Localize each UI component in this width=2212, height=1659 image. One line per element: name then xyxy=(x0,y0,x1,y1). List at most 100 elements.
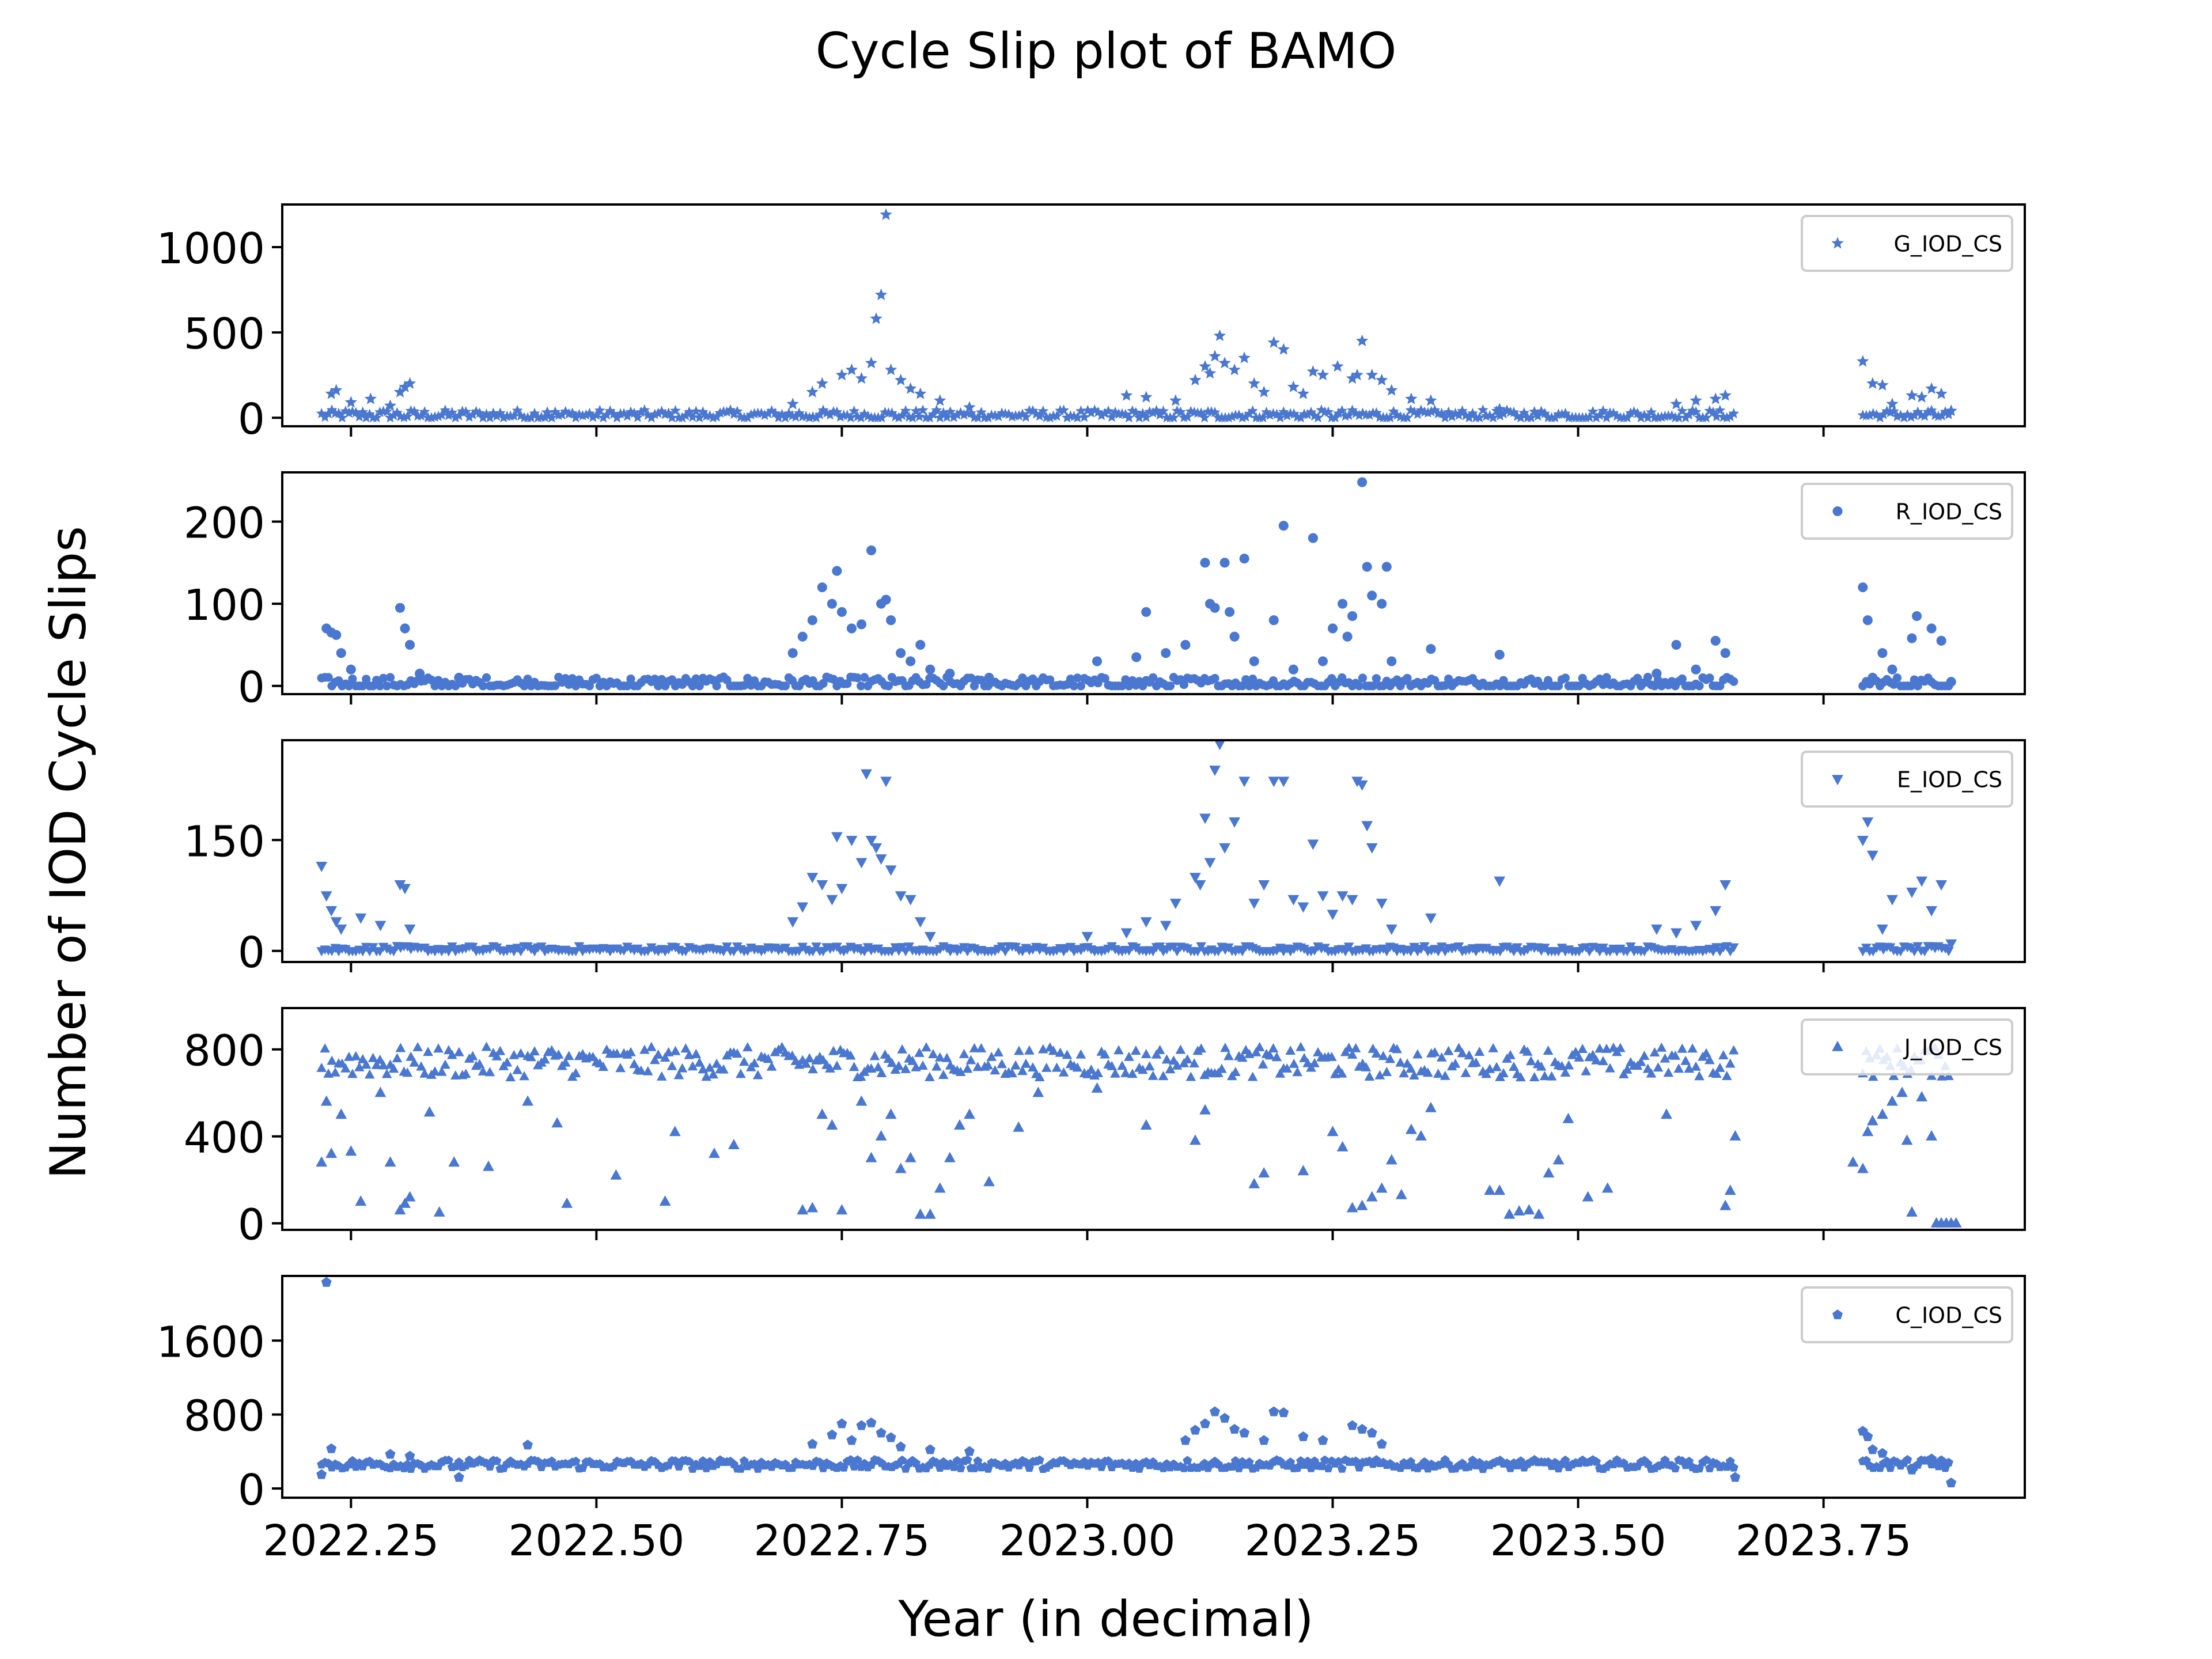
y-tick-label: 100 xyxy=(184,581,265,630)
data-point xyxy=(1075,405,1086,416)
data-point xyxy=(845,1050,856,1060)
data-point xyxy=(643,1066,653,1075)
data-point xyxy=(626,1047,636,1056)
subplot-g-iod-cs: 0 500 1000 G_IOD_CS xyxy=(157,203,2026,444)
data-point xyxy=(1381,562,1392,572)
data-point xyxy=(1334,1457,1343,1466)
data-point xyxy=(653,1049,664,1059)
data-point xyxy=(412,1041,423,1051)
data-point xyxy=(1209,766,1221,777)
data-point xyxy=(1140,1119,1152,1130)
data-point xyxy=(1444,675,1453,684)
legend-marker xyxy=(1832,1309,1843,1320)
data-point xyxy=(598,1062,609,1071)
data-point xyxy=(1154,1044,1165,1054)
data-point xyxy=(1346,372,1359,384)
data-point xyxy=(1316,368,1330,381)
data-point xyxy=(1229,631,1240,642)
data-point xyxy=(1218,357,1231,369)
data-point xyxy=(1317,656,1328,666)
data-point xyxy=(983,1176,995,1187)
data-point xyxy=(618,408,630,419)
data-point xyxy=(1903,1455,1912,1464)
data-point xyxy=(1144,1061,1155,1071)
subplot-e-iod-cs: 0 150 E_IOD_CS xyxy=(184,739,2026,978)
data-point xyxy=(1944,1457,1953,1467)
data-point xyxy=(1013,1121,1025,1132)
data-point xyxy=(358,681,368,691)
y-tick-label: 0 xyxy=(238,928,265,978)
data-point xyxy=(1366,1191,1378,1202)
data-point xyxy=(1229,1423,1240,1434)
data-point xyxy=(711,1058,722,1068)
data-point xyxy=(914,1208,926,1219)
data-point xyxy=(1356,1199,1368,1210)
data-point xyxy=(886,615,896,626)
data-point xyxy=(385,673,395,682)
data-point xyxy=(1725,1058,1736,1068)
data-point xyxy=(1361,1062,1372,1071)
legend: E_IOD_CS xyxy=(1801,751,2013,808)
data-point xyxy=(885,865,897,876)
data-point xyxy=(1406,1063,1416,1073)
data-point xyxy=(836,884,848,895)
data-point xyxy=(1729,677,1738,686)
data-point xyxy=(963,401,976,413)
data-point xyxy=(404,639,415,650)
data-point xyxy=(1075,1049,1086,1059)
data-point xyxy=(1258,1167,1270,1178)
data-point xyxy=(447,1050,457,1059)
data-point xyxy=(1673,1063,1684,1073)
data-point xyxy=(1199,360,1211,372)
data-point xyxy=(508,410,520,421)
data-point xyxy=(1367,590,1377,601)
data-point xyxy=(357,406,369,417)
data-point xyxy=(1354,410,1365,421)
data-point xyxy=(319,411,331,422)
data-point xyxy=(1516,1456,1525,1465)
data-point xyxy=(790,411,801,422)
data-point xyxy=(709,1147,720,1158)
data-point xyxy=(1327,1051,1337,1061)
legend-label: C_IOD_CS xyxy=(1895,1303,2002,1328)
x-axis-label: Year (in decimal) xyxy=(897,1590,1313,1648)
data-point xyxy=(1141,607,1152,617)
data-point xyxy=(876,1427,887,1438)
data-point xyxy=(797,1204,809,1215)
data-point xyxy=(1366,368,1378,381)
data-point xyxy=(1702,1455,1711,1464)
data-point xyxy=(831,832,843,843)
data-point xyxy=(551,1117,563,1128)
y-tick-label: 0 xyxy=(238,395,265,444)
data-point xyxy=(1649,1047,1660,1056)
data-point xyxy=(384,399,397,411)
data-point xyxy=(1911,611,1922,622)
data-point xyxy=(1287,895,1300,906)
data-point xyxy=(610,1169,622,1180)
data-point xyxy=(570,1068,581,1078)
data-point xyxy=(687,411,698,422)
data-point xyxy=(917,404,929,415)
data-point xyxy=(1295,412,1306,423)
data-point xyxy=(853,1455,862,1464)
data-point xyxy=(1358,673,1368,683)
data-point xyxy=(378,673,388,683)
legend-box xyxy=(1801,751,2013,808)
data-point xyxy=(1887,895,1898,906)
data-point xyxy=(1336,891,1349,902)
data-point xyxy=(680,410,691,421)
y-tick-label: 0 xyxy=(238,1200,265,1250)
data-point xyxy=(1051,410,1063,421)
data-point xyxy=(1147,1070,1158,1080)
data-point xyxy=(433,1206,445,1217)
data-point xyxy=(1158,1071,1169,1081)
data-point xyxy=(1710,906,1722,916)
data-point xyxy=(1391,409,1403,420)
data-point xyxy=(832,566,842,576)
data-point xyxy=(836,607,847,617)
data-point xyxy=(1285,1046,1296,1055)
data-point xyxy=(656,1071,667,1081)
data-point xyxy=(1440,412,1451,423)
data-point xyxy=(866,545,877,556)
data-point xyxy=(1718,1050,1729,1059)
